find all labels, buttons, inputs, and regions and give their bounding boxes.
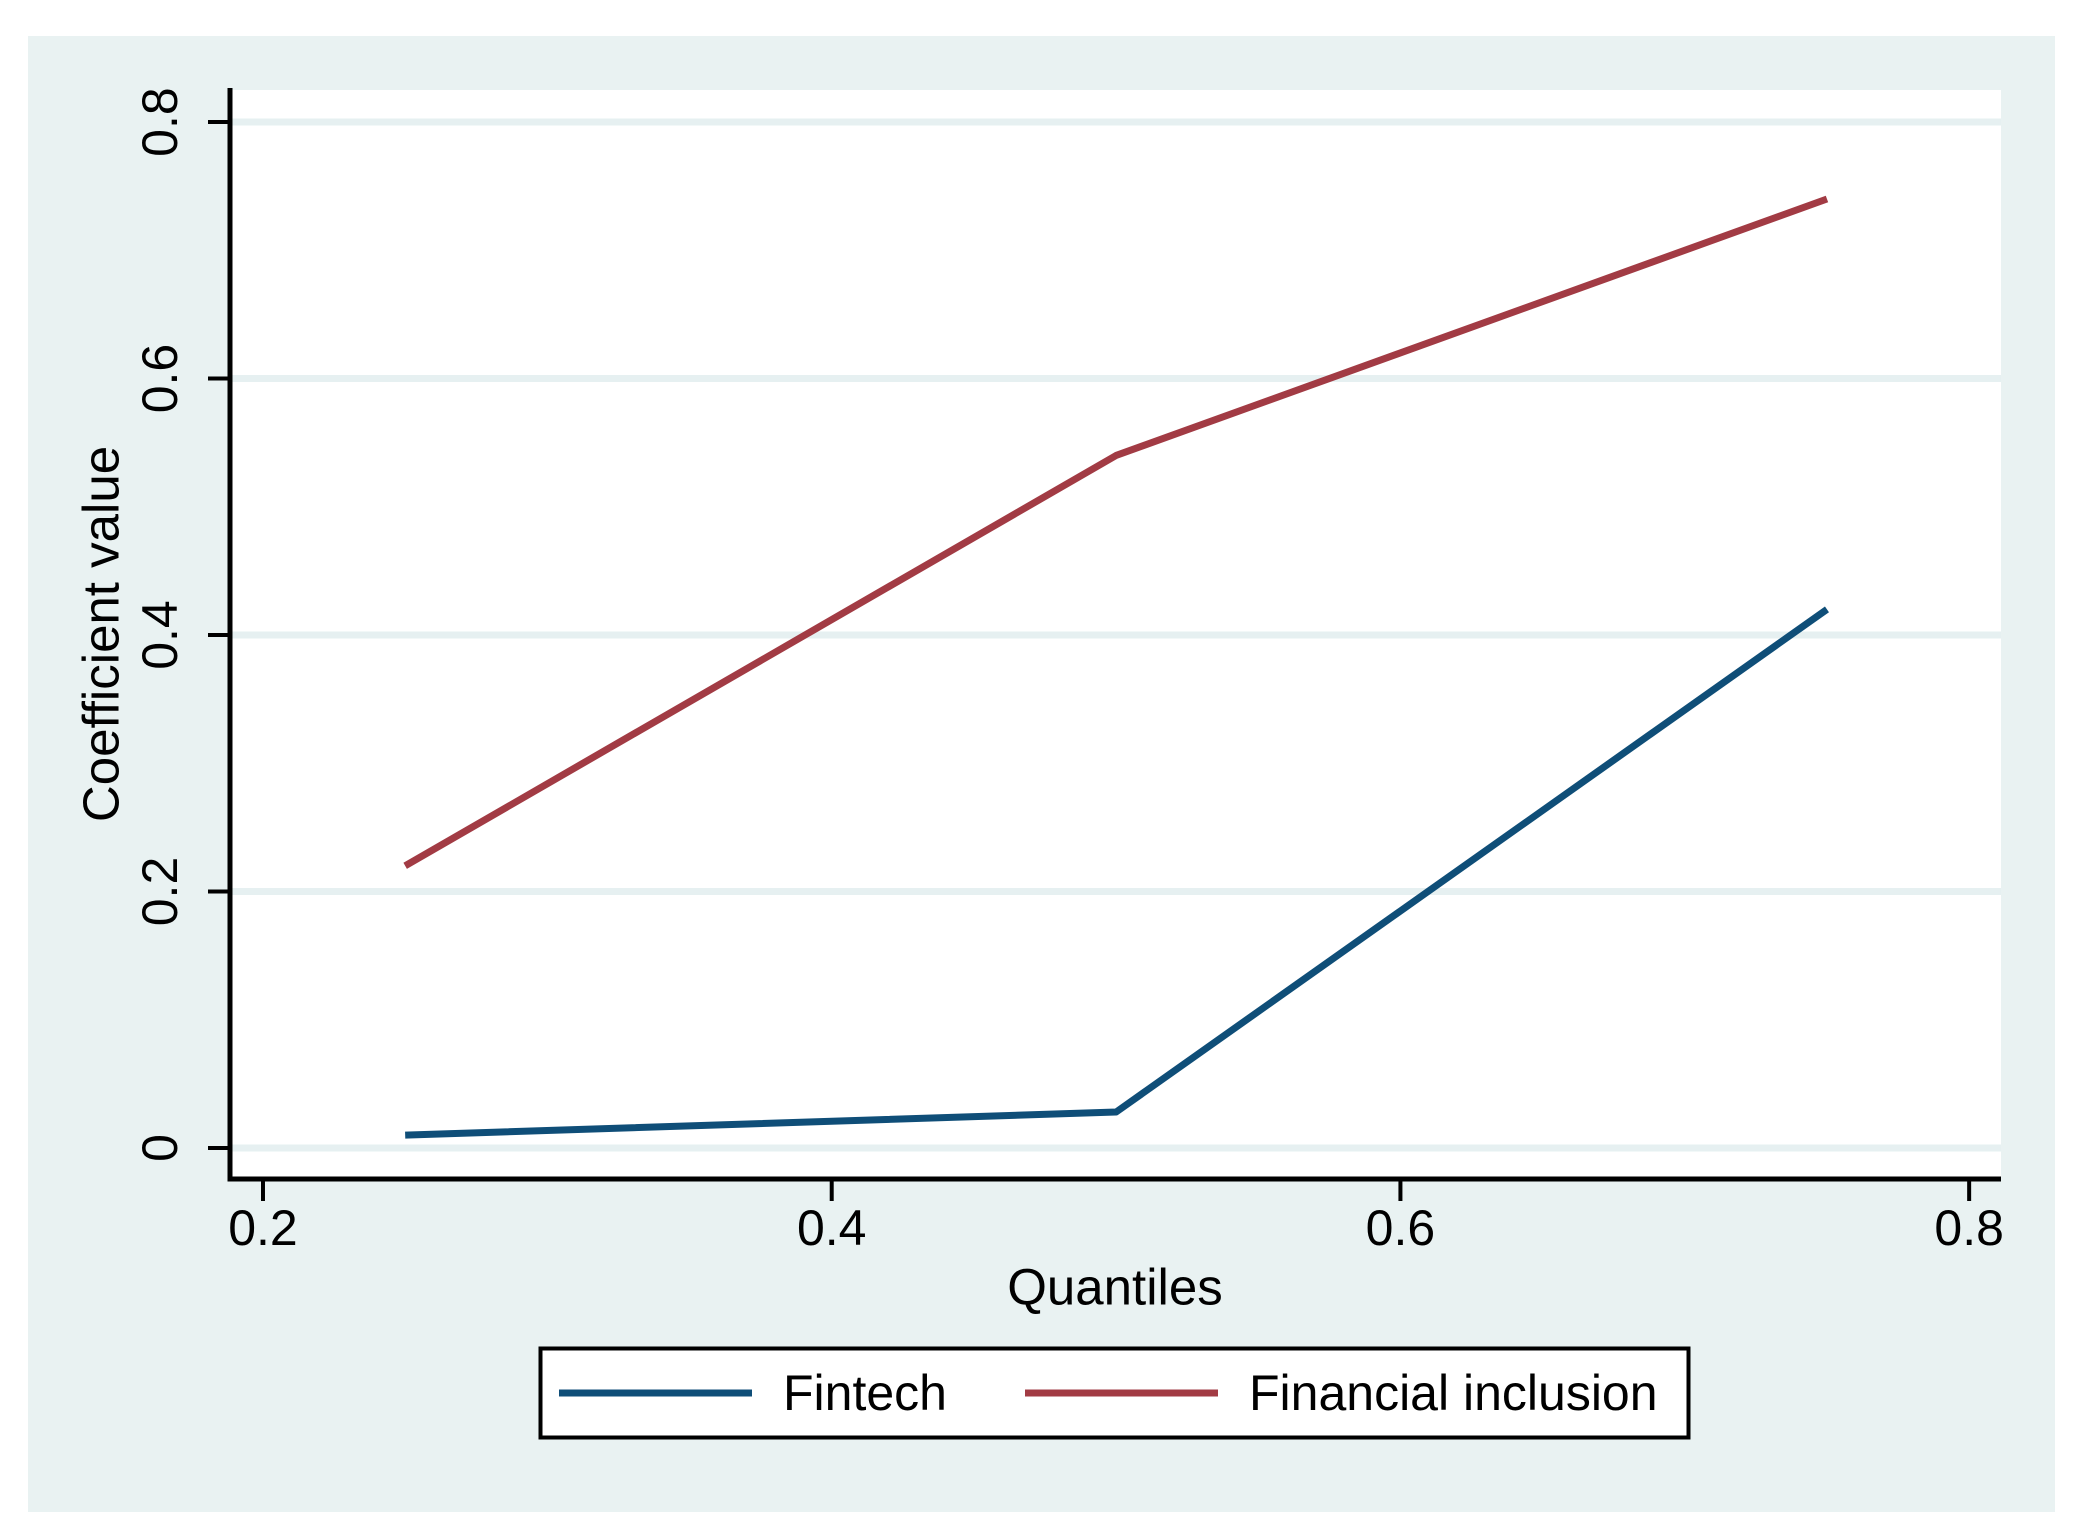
legend: Fintech Financial inclusion — [538, 1346, 1691, 1440]
y-tick-label-0.8: 0.8 — [132, 87, 188, 157]
x-tick-label-0.8: 0.8 — [1934, 1200, 2004, 1256]
series-line-financial-inclusion — [403, 195, 1829, 869]
y-tick-label-0.4: 0.4 — [132, 600, 188, 670]
x-tick-label-0.4: 0.4 — [797, 1200, 867, 1256]
y-tick-label-0.6: 0.6 — [132, 344, 188, 414]
y-tick-label-0: 0 — [132, 1134, 188, 1162]
x-tick-label-0.6: 0.6 — [1366, 1200, 1436, 1256]
y-axis-title: Coefficient value — [73, 446, 130, 822]
legend-label-financial-inclusion: Financial inclusion — [1249, 1365, 1658, 1421]
series-lines — [403, 195, 1829, 1139]
axes — [208, 88, 2001, 1201]
x-tick-label-0.2: 0.2 — [228, 1200, 298, 1256]
series-line-fintech — [405, 606, 1829, 1139]
y-tick-labels: 0 0.2 0.4 0.6 0.8 — [132, 87, 188, 1162]
gridlines — [230, 118, 2001, 1152]
x-tick-labels: 0.2 0.4 0.6 0.8 — [228, 1200, 2004, 1256]
y-tick-label-0.2: 0.2 — [132, 857, 188, 927]
legend-label-fintech: Fintech — [783, 1365, 947, 1421]
x-axis-title: Quantiles — [1007, 1259, 1222, 1316]
